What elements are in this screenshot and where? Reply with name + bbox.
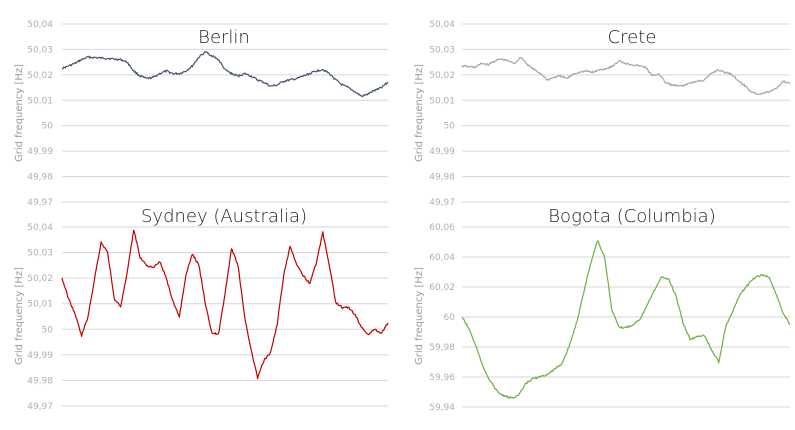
- data-series-line-berlin: [61, 51, 389, 98]
- y-tick-label: 60,04: [429, 253, 455, 263]
- data-series-line-sydney: [61, 229, 389, 380]
- y-tick-label: 50,04: [429, 20, 455, 30]
- y-tick-label: 50,04: [27, 20, 53, 30]
- chart-panel-sydney: 50,04 50,03 50,02 50,01 50 49,99 49,98 49,97 Gri…: [0, 200, 398, 430]
- y-tick-label: 50,04: [27, 223, 53, 233]
- y-tick-label: 49,99: [27, 351, 53, 361]
- chart-title: Bogota (Columbia): [548, 206, 715, 227]
- y-axis-label: Grid frequency [Hz]: [14, 64, 25, 162]
- y-tick-label: 50,02: [27, 71, 53, 81]
- y-axis-label: Grid frequency [Hz]: [414, 64, 425, 162]
- y-tick-label: 60,06: [429, 223, 455, 233]
- y-tick-label: 59,98: [429, 343, 455, 353]
- y-tick-label: 50,02: [429, 71, 455, 81]
- y-tick-label: 49,98: [27, 376, 53, 386]
- y-tick-label: 50,03: [27, 45, 53, 55]
- y-tick-label: 50,02: [27, 274, 53, 284]
- y-tick-label: 50,03: [27, 249, 53, 259]
- chart-panel-bogota: 60,06 60,04 60,02 60 59,98 59,96 59,94 Grid fre…: [400, 200, 795, 430]
- data-series-line-crete: [461, 56, 791, 96]
- y-tick-label: 49,98: [429, 173, 455, 183]
- y-tick-label: 50: [444, 122, 456, 132]
- chart-panel-berlin: 50,04 50,03 50,02 50,01 50 49,99 49,98 49,97 Gri…: [0, 0, 398, 215]
- line-chart-crete: 50,04 50,03 50,02 50,01 50 49,99 49,98 49,97 Gri…: [414, 20, 791, 208]
- y-tick-label: 49,97: [27, 402, 53, 412]
- y-tick-label: 50: [42, 122, 54, 132]
- line-chart-bogota: 60,06 60,04 60,02 60 59,98 59,96 59,94 Grid fre…: [414, 206, 791, 413]
- y-tick-label: 60,02: [429, 283, 455, 293]
- line-chart-berlin: 50,04 50,03 50,02 50,01 50 49,99 49,98 49,97 Gri…: [14, 20, 389, 208]
- y-tick-label: 50,01: [27, 96, 53, 106]
- data-series-line-bogota: [461, 240, 791, 399]
- y-tick-label: 49,99: [429, 147, 455, 157]
- chart-panel-crete: 50,04 50,03 50,02 50,01 50 49,99 49,98 49,97 Gri…: [400, 0, 795, 215]
- y-tick-label: 49,97: [429, 198, 455, 208]
- y-tick-label: 49,98: [27, 173, 53, 183]
- y-tick-label: 49,97: [27, 198, 53, 208]
- chart-title: Berlin: [198, 27, 250, 48]
- y-tick-label: 50,03: [429, 45, 455, 55]
- line-chart-sydney: 50,04 50,03 50,02 50,01 50 49,99 49,98 49,97 Gri…: [14, 206, 389, 412]
- y-tick-label: 49,99: [27, 147, 53, 157]
- y-tick-label: 50,01: [429, 96, 455, 106]
- y-tick-label: 50,01: [27, 300, 53, 310]
- y-axis-label: Grid frequency [Hz]: [14, 267, 25, 365]
- chart-title: Crete: [608, 27, 657, 48]
- y-tick-label: 50: [42, 325, 54, 335]
- chart-title: Sydney (Australia): [141, 206, 307, 227]
- y-axis-label: Grid frequency [Hz]: [414, 267, 425, 365]
- y-tick-label: 59,94: [429, 403, 455, 413]
- y-tick-label: 59,96: [429, 373, 455, 383]
- y-tick-label: 60: [444, 313, 456, 323]
